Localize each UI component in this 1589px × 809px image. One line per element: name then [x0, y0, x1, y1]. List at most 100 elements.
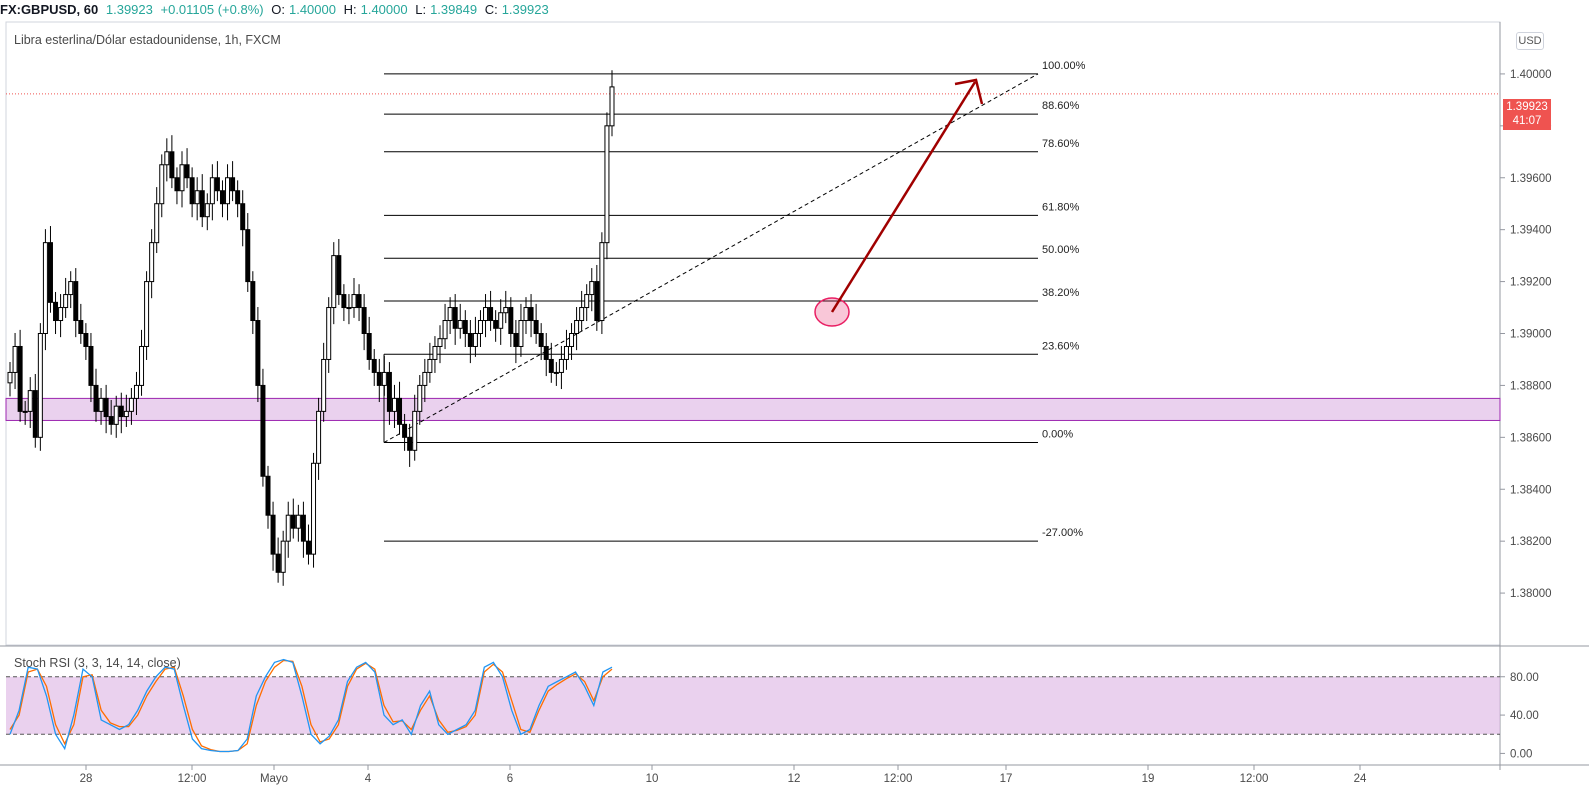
x-tick-label: 12:00 — [178, 773, 207, 785]
candle-body — [523, 307, 529, 322]
candle-body — [209, 177, 215, 205]
candle-body — [270, 514, 276, 555]
candle-body — [128, 397, 134, 412]
currency-button[interactable]: USD — [1516, 32, 1544, 50]
candle-body — [533, 320, 539, 335]
candle-body — [407, 436, 413, 451]
candle-body — [214, 177, 220, 192]
current-price-value: 1.39923 — [1506, 101, 1548, 113]
candle-body — [240, 203, 246, 231]
fib-trend-line — [383, 73, 1039, 443]
fib-level-label: 23.60% — [1042, 340, 1080, 352]
candle-body — [133, 384, 139, 399]
candle-body — [371, 358, 377, 373]
candle-body — [528, 307, 534, 322]
candle-body — [53, 301, 59, 322]
candle-body — [219, 190, 225, 205]
x-tick-label: 6 — [507, 773, 513, 785]
fib-level-label: 61.80% — [1042, 201, 1080, 213]
candle-body — [417, 384, 423, 412]
candle-body — [427, 358, 433, 373]
candle-body — [311, 462, 317, 555]
fib-level-label: 100.00% — [1042, 60, 1086, 72]
candle-body — [179, 164, 185, 192]
candle-body — [346, 307, 352, 310]
candle-body — [543, 345, 549, 360]
fib-level-label: 0.00% — [1042, 429, 1073, 441]
x-tick-label: 12:00 — [884, 773, 913, 785]
candle-body — [93, 384, 99, 412]
stoch-y-tick-label: 0.00 — [1510, 748, 1532, 760]
y-tick-label: 1.39600 — [1510, 173, 1552, 185]
candle-body — [376, 371, 382, 386]
candle-body — [169, 151, 175, 179]
candle-body — [184, 164, 190, 179]
x-tick-label: 24 — [1354, 773, 1367, 785]
candle-body — [467, 333, 473, 347]
projection-arrow-line — [830, 81, 977, 313]
candle-body — [27, 390, 33, 412]
candle-body — [265, 475, 271, 516]
candle-body — [402, 423, 408, 438]
candle-body — [599, 242, 605, 322]
candle-body — [280, 540, 286, 573]
candle-body — [285, 514, 291, 542]
symbol-label[interactable]: FX:GBPUSD, 60 — [0, 2, 99, 17]
candle-body — [275, 553, 281, 573]
y-tick-label: 1.38200 — [1510, 536, 1552, 548]
candle-body — [63, 294, 69, 309]
candle-body — [235, 190, 241, 205]
price-change: +0.01105 (+0.8%) — [160, 2, 264, 17]
candle-body — [290, 514, 296, 529]
candles-group — [7, 70, 615, 586]
y-tick-label: 1.39400 — [1510, 225, 1552, 237]
x-tick-label: Mayo — [260, 773, 288, 785]
candle-body — [447, 307, 453, 322]
candle-body — [300, 514, 306, 542]
y-tick-label: 1.38800 — [1510, 380, 1552, 392]
candle-body — [78, 320, 84, 335]
y-tick-label: 1.38000 — [1510, 588, 1552, 600]
open-label: O: — [271, 2, 285, 17]
candle-body — [513, 333, 519, 347]
fib-level-label: 38.20% — [1042, 287, 1080, 299]
fib-level-label: 88.60% — [1042, 100, 1080, 112]
projection-arrow-head — [954, 78, 984, 105]
candle-body — [488, 307, 494, 322]
candle-body — [174, 177, 180, 192]
low-label: L: — [415, 2, 427, 17]
candle-body — [42, 242, 48, 334]
candle-body — [204, 203, 210, 218]
candle-body — [22, 410, 28, 413]
candle-body — [538, 333, 544, 347]
support-zone — [5, 397, 1501, 421]
candle-body — [553, 371, 559, 374]
candle-body — [366, 333, 372, 360]
fib-level-label: -27.00% — [1042, 527, 1083, 539]
x-tick-label: 12:00 — [1240, 773, 1269, 785]
candle-body — [260, 384, 266, 477]
candle-body — [472, 333, 478, 347]
price-pane-frame — [5, 21, 1501, 646]
candle-body — [548, 358, 554, 373]
chart-title: Libra esterlina/Dólar estadounidense, 1h… — [14, 33, 281, 47]
candle-body — [569, 333, 575, 347]
candle-body — [113, 405, 119, 425]
candle-body — [194, 190, 200, 205]
candle-body — [316, 410, 322, 464]
candle-body — [32, 390, 38, 438]
ohlc-header: FX:GBPUSD, 60 1.39923 +0.01105 (+0.8%) O… — [0, 0, 1589, 20]
candle-body — [98, 397, 104, 412]
fib-level-label: 50.00% — [1042, 244, 1080, 256]
candle-body — [58, 307, 64, 322]
stoch-y-tick-label: 40.00 — [1510, 710, 1539, 722]
candle-body — [351, 294, 357, 309]
bar-countdown: 41:07 — [1512, 115, 1542, 127]
candle-body — [477, 320, 483, 335]
low-value: 1.39849 — [430, 2, 478, 17]
x-tick-label: 17 — [1000, 773, 1013, 785]
candle-body — [574, 320, 580, 335]
candle-body — [442, 320, 448, 340]
candle-body — [331, 255, 337, 309]
